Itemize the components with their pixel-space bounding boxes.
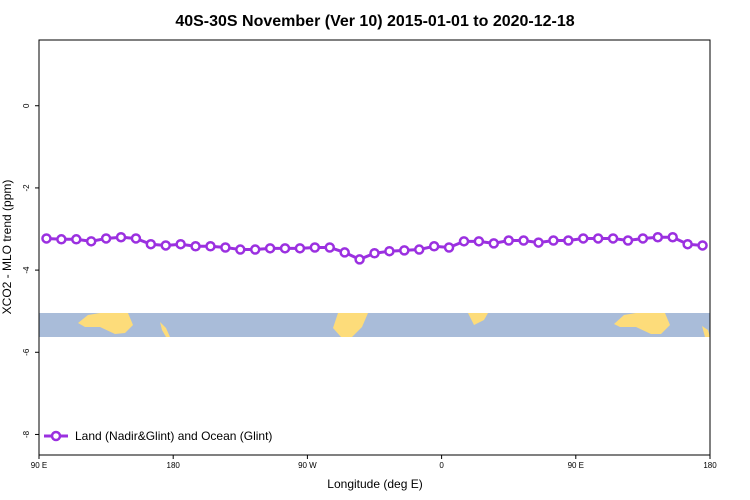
point <box>578 233 589 244</box>
point <box>309 242 321 253</box>
point <box>518 235 529 246</box>
x-tick-label: 180 <box>703 461 717 470</box>
point <box>637 233 649 244</box>
point <box>622 235 634 246</box>
legend-label: Land (Nadir&Glint) and Ocean (Glint) <box>75 429 272 443</box>
map-strip <box>39 313 710 337</box>
point <box>697 240 708 251</box>
point <box>85 236 97 247</box>
point <box>324 242 336 253</box>
x-tick-label: 90 E <box>31 461 47 470</box>
point <box>428 241 440 252</box>
chart-title: 40S-30S November (Ver 10) 2015-01-01 to … <box>175 13 574 30</box>
point <box>592 233 604 244</box>
point <box>249 244 261 255</box>
point <box>190 241 201 252</box>
point <box>220 242 231 253</box>
point <box>145 238 157 250</box>
point <box>205 241 216 252</box>
legend-marker <box>50 430 62 442</box>
point <box>160 240 171 251</box>
point <box>235 244 246 255</box>
point <box>443 242 455 253</box>
point <box>71 234 82 245</box>
point <box>294 243 306 254</box>
point <box>503 235 514 246</box>
x-tick-label: 90 E <box>568 461 584 470</box>
point <box>115 231 127 243</box>
point <box>56 234 67 245</box>
point <box>413 244 425 255</box>
y-tick-label: -2 <box>22 184 31 192</box>
point <box>682 238 693 250</box>
point <box>563 235 574 246</box>
point <box>264 243 276 254</box>
y-tick-label: -4 <box>22 266 31 274</box>
point <box>130 233 142 244</box>
y-axis-label: XCO2 - MLO trend (ppm) <box>0 180 14 315</box>
y-tick-label: -6 <box>22 348 31 356</box>
point <box>279 243 291 254</box>
point <box>607 233 619 244</box>
point <box>339 247 350 258</box>
x-tick-label: 0 <box>439 461 444 470</box>
point <box>488 238 500 249</box>
point <box>652 231 664 243</box>
point <box>100 233 112 244</box>
point <box>354 254 365 265</box>
y-tick-label: 0 <box>22 103 31 108</box>
plot-frame <box>38 39 711 456</box>
x-tick-label: 180 <box>167 461 181 470</box>
point <box>175 238 186 250</box>
point <box>548 235 559 246</box>
point <box>533 237 544 248</box>
x-tick-label: 90 W <box>298 461 317 470</box>
point <box>399 245 410 256</box>
point <box>41 233 52 244</box>
y-tick-label: -8 <box>22 430 31 438</box>
point <box>369 248 380 259</box>
point <box>473 236 485 247</box>
legend: Land (Nadir&Glint) and Ocean (Glint) <box>44 429 272 443</box>
x-axis-label: Longitude (deg E) <box>327 477 422 491</box>
point <box>667 231 678 243</box>
point <box>458 236 470 247</box>
point <box>384 245 395 257</box>
